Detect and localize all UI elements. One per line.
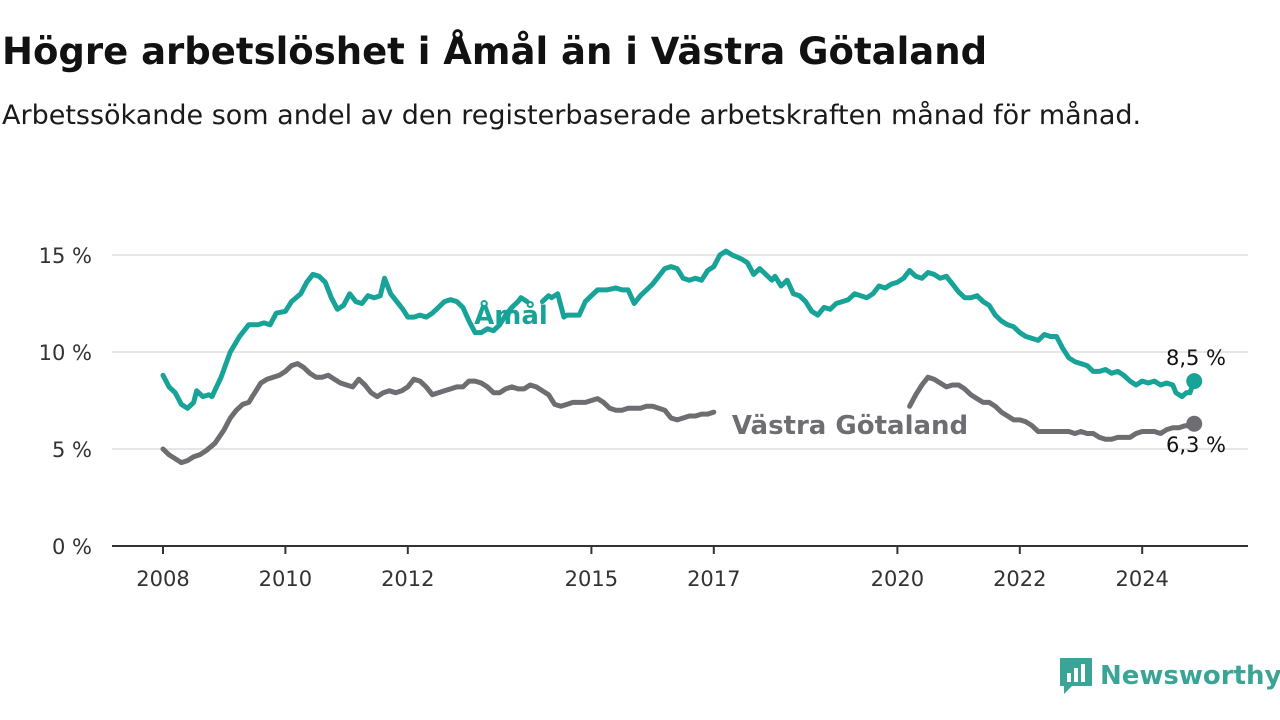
end-point-marker bbox=[1186, 415, 1203, 432]
end-value-label-amal: 8,5 % bbox=[1166, 346, 1226, 370]
x-tick-label: 2022 bbox=[993, 567, 1046, 591]
series-label-amal: Åmål bbox=[474, 299, 548, 331]
grid-lines bbox=[112, 254, 1248, 450]
newsworthy-logo-icon bbox=[1060, 658, 1092, 694]
y-tick-label: 15 % bbox=[39, 244, 92, 268]
series-line-amal bbox=[160, 248, 1197, 411]
y-tick-label: 5 % bbox=[52, 438, 92, 462]
x-axis: 2008 2010 2012 2015 2017 2020 2022 2024 bbox=[112, 545, 1248, 591]
series-lines bbox=[160, 248, 1203, 466]
x-tick-label: 2012 bbox=[381, 567, 434, 591]
y-axis-ticks: 0 % 5 % 10 % 15 % bbox=[39, 244, 92, 559]
series-label-vastra-gotaland: Västra Götaland bbox=[732, 411, 968, 441]
x-tick-label: 2015 bbox=[565, 567, 618, 591]
brand-name: Newsworthy bbox=[1100, 661, 1280, 691]
x-tick-label: 2020 bbox=[871, 567, 924, 591]
chart-subtitle: Arbetssökande som andel av den registerb… bbox=[2, 100, 1142, 131]
x-tick-label: 2024 bbox=[1115, 567, 1168, 591]
series-labels: Åmål Västra Götaland 8,5 % 6,3 % bbox=[474, 299, 1226, 457]
x-tick-label: 2008 bbox=[136, 567, 189, 591]
end-point-marker bbox=[1186, 373, 1203, 390]
chart-title: Högre arbetslöshet i Åmål än i Västra Gö… bbox=[2, 30, 988, 73]
x-tick-label: 2010 bbox=[259, 567, 312, 591]
y-tick-label: 10 % bbox=[39, 341, 92, 365]
x-tick-label: 2017 bbox=[687, 567, 740, 591]
newsworthy-logo: Newsworthy bbox=[1058, 656, 1280, 696]
series-line-vastra-gotaland bbox=[160, 361, 1197, 466]
y-tick-label: 0 % bbox=[52, 535, 92, 559]
end-value-label-vastra-gotaland: 6,3 % bbox=[1166, 433, 1226, 457]
